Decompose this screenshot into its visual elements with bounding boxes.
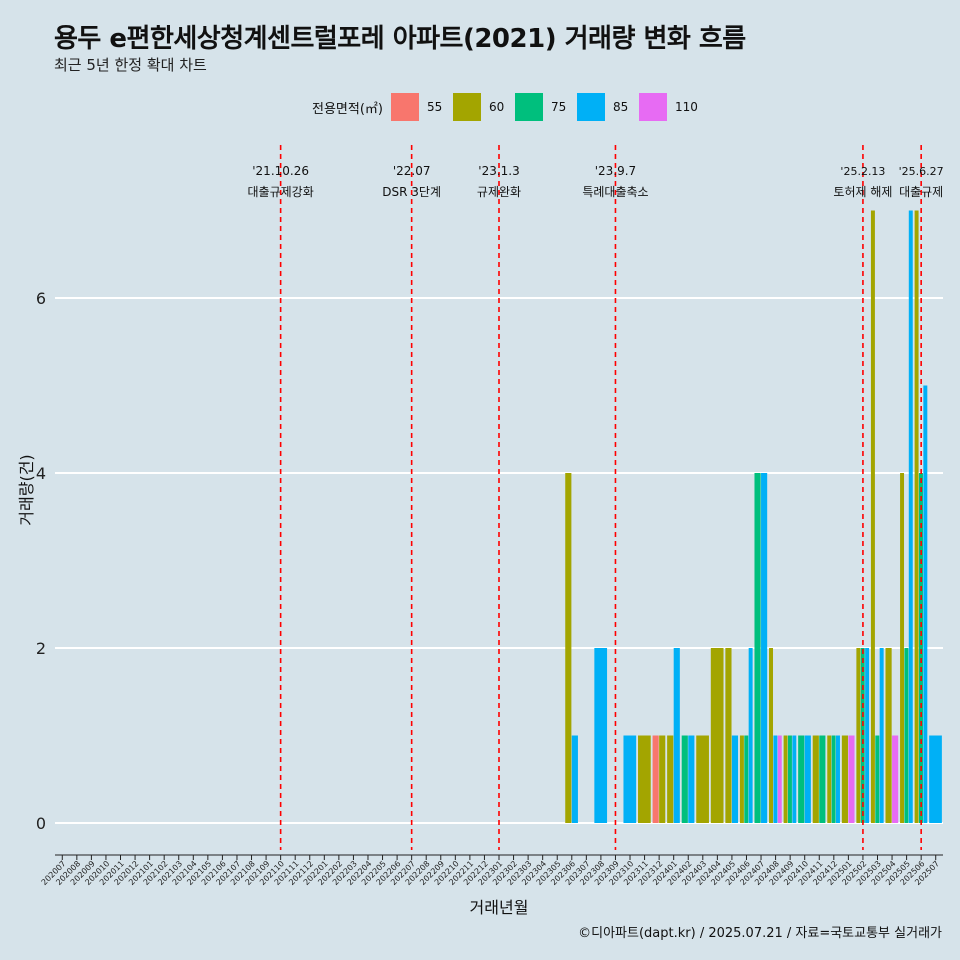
chart-subtitle: 최근 5년 한정 확대 차트 xyxy=(54,56,207,74)
annotation-date: '25.2.13 xyxy=(840,165,885,178)
bar-202506-85 xyxy=(923,385,928,823)
y-axis-title: 거래량(건) xyxy=(17,454,36,525)
legend-swatch-85 xyxy=(576,93,605,121)
bar-202505-85 xyxy=(908,210,913,823)
legend-swatch-55 xyxy=(390,93,419,121)
legend-item-55: 55 xyxy=(390,93,447,121)
annotation-text: 토허제 해제 xyxy=(833,185,892,199)
legend-label-60: 60 xyxy=(488,100,505,114)
bar-202411-75 xyxy=(819,735,826,823)
bar-202507-85 xyxy=(929,735,942,823)
bar-202505-75 xyxy=(904,648,909,823)
bar-202506-60 xyxy=(914,210,919,823)
legend-label-55: 55 xyxy=(426,100,443,114)
annotation-text: 특례대출축소 xyxy=(582,185,648,199)
bar-202308-85 xyxy=(594,648,608,823)
y-tick-label: 2 xyxy=(36,639,46,658)
bar-202407-85 xyxy=(761,473,768,823)
y-tick-label: 6 xyxy=(36,289,46,308)
bar-202504-60 xyxy=(885,648,892,823)
legend-item-110: 110 xyxy=(638,93,698,121)
bar-202502-75 xyxy=(860,648,865,823)
chart-title: 용두 e편한세상청계센트럴포레 아파트(2021) 거래량 변화 흐름 xyxy=(54,24,746,54)
bar-202311-60 xyxy=(638,735,651,823)
annotation-text: DSR 3단계 xyxy=(382,185,441,199)
source-caption: ©디아파트(dapt.kr) / 2025.07.21 / 자료=국토교통부 실… xyxy=(578,926,942,941)
bar-202306-85 xyxy=(571,735,578,823)
legend-title: 전용면적(㎡) xyxy=(312,101,383,117)
bar-202506-75 xyxy=(918,473,923,823)
x-axis-title: 거래년월 xyxy=(470,898,529,917)
bar-202501-110 xyxy=(848,735,855,823)
bar-202403-60 xyxy=(696,735,709,823)
bar-202505-60 xyxy=(900,473,905,823)
bar-202409-60 xyxy=(783,735,788,823)
bar-202401-60 xyxy=(667,735,674,823)
bar-202401-85 xyxy=(673,648,680,823)
bar-202408-60 xyxy=(769,648,774,823)
bar-202406-75 xyxy=(744,735,749,823)
y-tick-label: 0 xyxy=(36,814,46,833)
bar-202406-60 xyxy=(739,735,744,823)
annotation-date: '21.10.26 xyxy=(252,164,309,178)
legend-label-110: 110 xyxy=(674,100,698,114)
annotation-date: '22.07 xyxy=(393,164,431,178)
bar-202501-60 xyxy=(841,735,848,823)
bar-202503-75 xyxy=(875,735,880,823)
bar-202502-85 xyxy=(865,648,870,823)
bar-202503-60 xyxy=(870,210,875,823)
bar-202503-85 xyxy=(879,648,884,823)
bar-202405-60 xyxy=(725,648,732,823)
annotation-date: '25.6.27 xyxy=(899,165,944,178)
bar-202504-110 xyxy=(892,735,899,823)
bar-202411-60 xyxy=(812,735,819,823)
legend-swatch-60 xyxy=(452,93,481,121)
bar-202306-60 xyxy=(565,473,572,823)
bar-202408-85 xyxy=(773,735,778,823)
y-tick-label: 4 xyxy=(36,464,46,483)
bar-202405-85 xyxy=(731,735,739,823)
legend-label-75: 75 xyxy=(550,100,567,114)
legend-label-85: 85 xyxy=(612,100,629,114)
legend-swatch-75 xyxy=(514,93,543,121)
legend-item-75: 75 xyxy=(514,93,571,121)
bar-202409-85 xyxy=(792,735,797,823)
bar-202404-60 xyxy=(710,648,724,823)
bar-202408-110 xyxy=(777,735,782,823)
bar-202310-85 xyxy=(623,735,637,823)
bar-202406-85 xyxy=(748,648,753,823)
bar-202410-75 xyxy=(798,735,805,823)
legend-item-60: 60 xyxy=(452,93,509,121)
annotation-text: 규제완화 xyxy=(477,185,521,199)
annotation-date: '23.1.3 xyxy=(478,164,519,178)
bar-202410-85 xyxy=(804,735,811,823)
bar-202402-75 xyxy=(681,735,688,823)
bar-202312-60 xyxy=(659,735,666,823)
annotation-date: '23.9.7 xyxy=(595,164,636,178)
annotation-text: 대출규제 xyxy=(899,185,943,199)
bar-202409-75 xyxy=(787,735,792,823)
legend-item-85: 85 xyxy=(576,93,633,121)
bar-202412-85 xyxy=(836,735,840,823)
bar-202312-55 xyxy=(652,735,659,823)
bar-202407-75 xyxy=(754,473,761,823)
bar-202402-85 xyxy=(688,735,695,823)
legend: 전용면적(㎡) 55 60 75 85 110 xyxy=(312,93,704,121)
bar-202412-75 xyxy=(831,735,836,823)
bar-202412-60 xyxy=(827,735,832,823)
annotation-text: 대출규제강화 xyxy=(248,185,314,199)
bar-202502-60 xyxy=(856,648,861,823)
legend-swatch-110 xyxy=(638,93,667,121)
